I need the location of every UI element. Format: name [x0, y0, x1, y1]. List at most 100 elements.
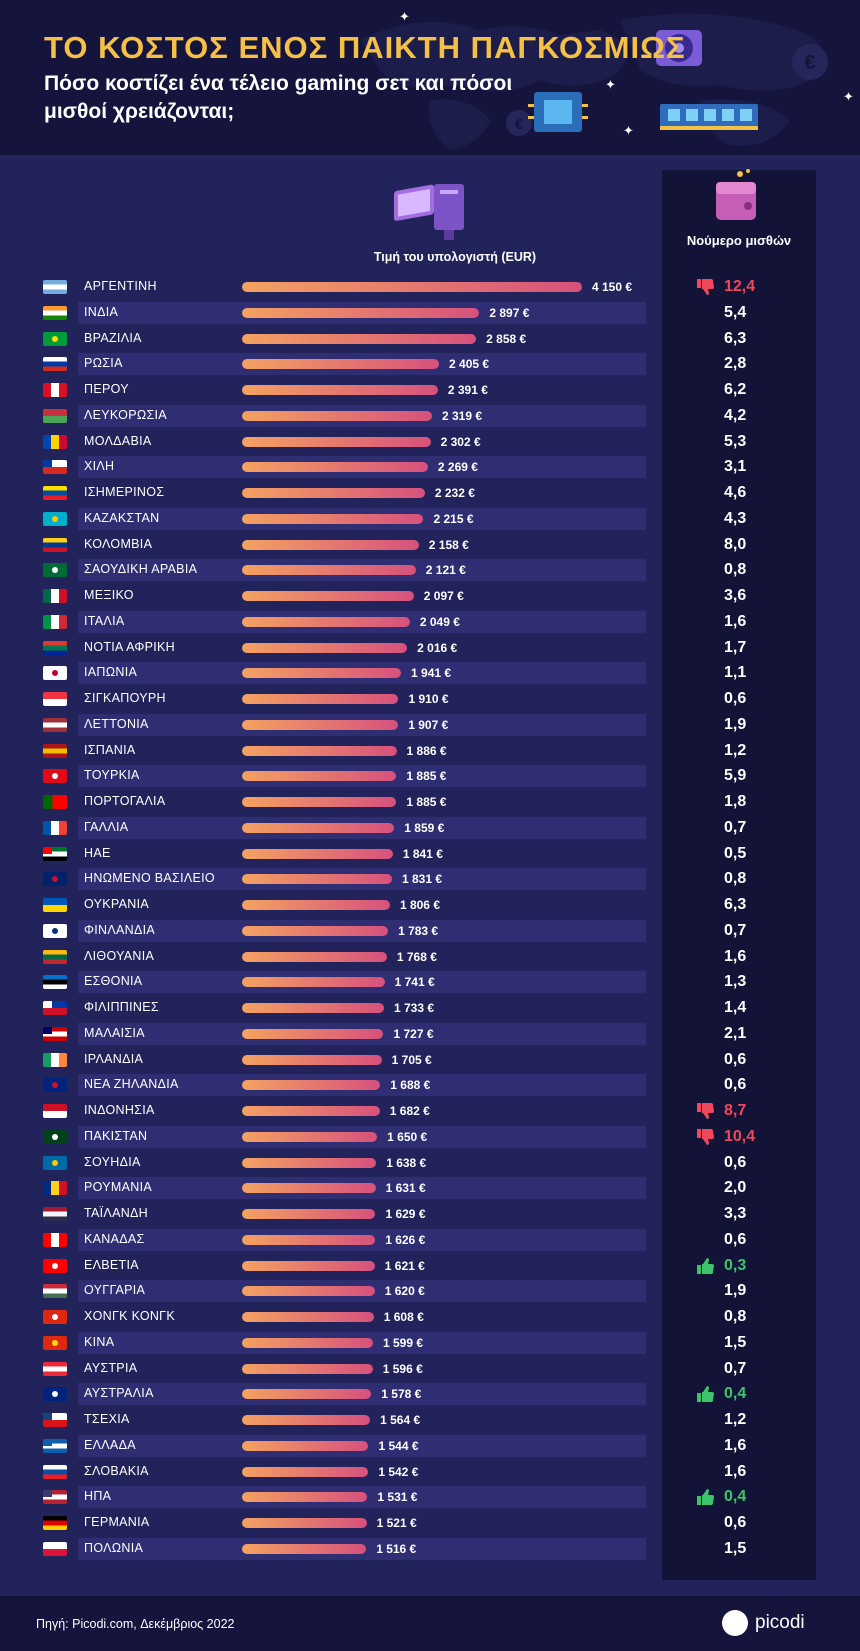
- price-bar: [242, 848, 393, 859]
- country-flag-icon: [43, 692, 67, 706]
- price-bar: [242, 1440, 369, 1451]
- flag-emblem: [52, 1339, 58, 1346]
- country-flag-icon: [43, 1438, 67, 1453]
- salary-value: 1,9: [724, 715, 747, 733]
- country-flag-icon: [43, 1413, 67, 1427]
- price-axis-label: Τιμή του υπολογιστή (EUR): [373, 250, 537, 264]
- price-value-label: 2 391 €: [447, 383, 488, 397]
- price-bar: [242, 925, 389, 936]
- price-value-label: 1 578 €: [381, 1387, 422, 1402]
- country-label: ΦΙΛΙΠΠΙΝΕΣ: [84, 1000, 159, 1014]
- salary-value: 4,3: [724, 509, 747, 527]
- country-label: ΙΝΔΟΝΗΣΙΑ: [84, 1103, 155, 1117]
- price-value-label: 4 150 €: [592, 280, 633, 294]
- thumbs-down-icon: [697, 279, 715, 298]
- country-label: ΤΟΥΡΚΙΑ: [84, 768, 140, 783]
- country-flag-icon: [43, 1181, 67, 1196]
- country-flag-icon: [43, 846, 67, 861]
- price-bar: [242, 1003, 384, 1013]
- price-bar: [242, 1054, 382, 1065]
- price-bar: [242, 591, 414, 601]
- price-value-label: 1 885 €: [406, 795, 447, 809]
- price-bar: [242, 385, 438, 395]
- country-label: ΚΟΛΟΜΒΙΑ: [84, 536, 153, 551]
- price-bar: [242, 1415, 371, 1425]
- country-label: ΣΟΥΗΔΙΑ: [84, 1154, 141, 1169]
- country-flag-icon: [43, 1052, 67, 1067]
- flag-canton: [43, 846, 52, 854]
- country-flag-icon: [43, 383, 67, 397]
- price-bar: [242, 1234, 376, 1245]
- country-label: ΙΤΑΛΙΑ: [84, 613, 125, 628]
- country-label: ΜΑΛΑΙΣΙΑ: [84, 1025, 145, 1040]
- price-value-label: 1 544 €: [378, 1438, 419, 1453]
- flag-emblem: [52, 670, 58, 677]
- price-bar: [242, 1209, 376, 1219]
- country-flag-icon: [43, 1258, 67, 1273]
- country-flag-icon: [43, 975, 67, 990]
- price-value-label: 1 531 €: [377, 1490, 418, 1505]
- country-flag-icon: [43, 640, 67, 655]
- price-value-label: 1 620 €: [384, 1284, 425, 1299]
- country-label: ΓΕΡΜΑΝΙΑ: [84, 1515, 150, 1529]
- price-value-label: 1 596 €: [382, 1361, 423, 1376]
- country-flag-icon: [43, 1490, 67, 1505]
- country-label: ΠΟΡΤΟΓΑΛΙΑ: [84, 794, 166, 808]
- price-bar: [242, 616, 410, 627]
- country-flag-icon: [43, 1104, 67, 1118]
- price-bar: [242, 719, 399, 730]
- country-label: ΛΙΘΟΥΑΝΙΑ: [84, 948, 155, 963]
- country-flag-icon: [43, 486, 67, 500]
- header: ✦ ✦ ✦ ✦ € € ΤΟ ΚΟΣΤΟΣ ΕΝΟΣ ΠΑΙΚΤΗ ΠΑΓΚΟΣ…: [0, 0, 860, 155]
- price-bar: [242, 436, 431, 447]
- country-flag-icon: [43, 614, 67, 629]
- thumbs-up-icon: [697, 1386, 715, 1405]
- country-flag-icon: [43, 280, 67, 294]
- country-label: ΡΟΥΜΑΝΙΑ: [84, 1180, 152, 1195]
- price-value-label: 1 542 €: [378, 1464, 419, 1479]
- price-value-label: 1 885 €: [406, 769, 447, 784]
- salary-value: 0,6: [724, 690, 747, 707]
- country-flag-icon: [43, 1464, 67, 1479]
- salary-value: 1,6: [724, 1436, 747, 1454]
- country-label: ΕΣΘΟΝΙΑ: [84, 974, 143, 989]
- country-label: ΠΕΡΟΥ: [84, 382, 129, 396]
- price-value-label: 1 910 €: [408, 692, 449, 706]
- price-bar: [242, 1131, 378, 1142]
- ram-icon: [660, 104, 758, 130]
- page-subtitle: Πόσο κοστίζει ένα τέλειο gaming σετ και …: [44, 72, 513, 123]
- country-flag-icon: [43, 1232, 67, 1247]
- price-bar: [242, 771, 397, 782]
- flag-canton: [43, 460, 52, 468]
- salary-value: 1,6: [724, 1462, 747, 1480]
- salary-value: 6,2: [724, 381, 747, 398]
- flag-canton: [43, 1490, 52, 1498]
- salary-value: 0,6: [724, 1050, 747, 1068]
- price-value-label: 1 631 €: [385, 1181, 426, 1196]
- country-label: ΧΟΝΓΚ ΚΟΝΓΚ: [84, 1309, 176, 1323]
- brand-name: picodi: [755, 1612, 805, 1633]
- price-bar: [242, 1492, 368, 1503]
- wallet-icon: [716, 169, 756, 220]
- country-label: ΙΡΛΑΝΔΙΑ: [84, 1051, 144, 1066]
- price-bar: [242, 1106, 380, 1116]
- country-flag-icon: [43, 1310, 67, 1324]
- price-bar: [242, 410, 432, 421]
- fan-icon: [656, 30, 702, 66]
- price-value-label: 1 516 €: [376, 1541, 417, 1556]
- price-bar: [242, 642, 408, 653]
- country-label: ΣΙΓΚΑΠΟΥΡΗ: [84, 691, 166, 705]
- country-label: ΗΑΕ: [84, 845, 111, 860]
- country-label: ΕΛΛΑΔΑ: [84, 1437, 136, 1452]
- price-value-label: 2 897 €: [489, 305, 530, 320]
- salary-value: 8,7: [724, 1102, 747, 1119]
- country-flag-icon: [43, 1361, 67, 1376]
- country-flag-icon: [43, 1387, 67, 1402]
- price-value-label: 1 521 €: [376, 1516, 417, 1530]
- price-value-label: 1 907 €: [408, 717, 449, 732]
- salary-value: 1,6: [724, 612, 747, 630]
- salary-value: 0,6: [724, 1230, 747, 1248]
- price-bar: [242, 1080, 381, 1091]
- salary-value: 3,3: [724, 1205, 747, 1222]
- flag-emblem: [52, 567, 58, 574]
